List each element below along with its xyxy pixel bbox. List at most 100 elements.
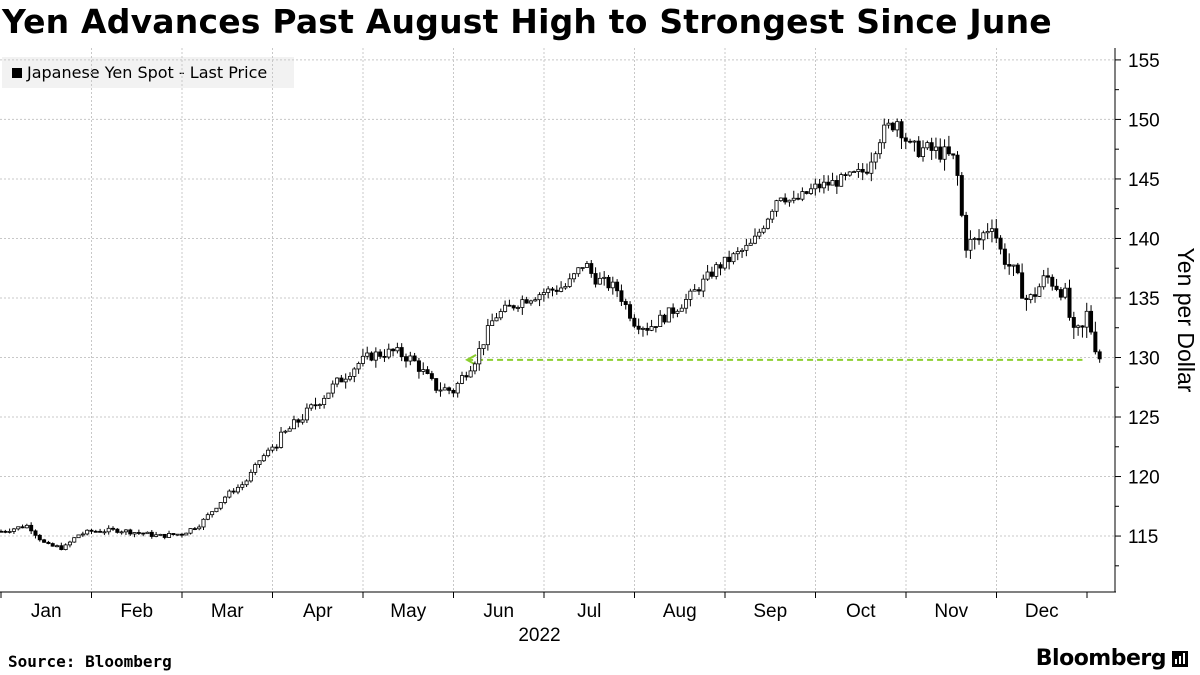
candle-body <box>395 347 400 352</box>
candle-body <box>167 533 172 538</box>
candle-body <box>412 355 417 362</box>
candle-body <box>977 238 982 241</box>
candle-body <box>877 142 882 155</box>
y-tick-label: 135 <box>1128 289 1160 310</box>
candle-body <box>1045 275 1050 278</box>
x-tick-label: Jun <box>483 601 514 622</box>
candle-body <box>752 235 757 244</box>
candle-body <box>373 351 378 361</box>
candle-body <box>636 325 641 330</box>
candle-body <box>1024 297 1029 300</box>
brand-wordmark: Bloomberg <box>1035 646 1167 671</box>
candle-body <box>873 153 878 163</box>
candle-body <box>309 404 314 409</box>
candle-body <box>619 290 624 302</box>
candle-body <box>1033 294 1038 297</box>
candle-body <box>59 545 64 550</box>
y-tick-label: 120 <box>1128 468 1160 489</box>
candle-body <box>240 484 245 488</box>
candle-body <box>485 325 490 346</box>
candle-body <box>270 446 275 451</box>
candle-body <box>791 197 796 201</box>
y-tick-label: 125 <box>1128 408 1160 429</box>
candle-body <box>248 471 253 482</box>
candle-body <box>223 496 228 503</box>
candle-body <box>1071 317 1076 328</box>
candle-body <box>593 273 598 285</box>
candle-body <box>455 383 460 394</box>
candle-body <box>989 228 994 232</box>
candle-body <box>42 539 47 543</box>
candle-body <box>860 168 865 173</box>
candle-body <box>1058 289 1063 298</box>
candle-body <box>770 210 775 220</box>
candle-body <box>141 532 146 535</box>
candle-body <box>994 228 999 239</box>
candle-body <box>847 171 852 176</box>
candle-body <box>322 397 327 405</box>
candle-body <box>378 351 383 357</box>
candle-body <box>628 304 633 319</box>
candle-body <box>684 299 689 309</box>
candle-body <box>490 320 495 326</box>
candle-body <box>701 278 706 292</box>
chart-legend: Japanese Yen Spot - Last Price <box>2 57 294 88</box>
candle-body <box>955 154 960 176</box>
candle-body <box>516 307 521 309</box>
candle-body <box>3 530 8 533</box>
y-tick-label: 150 <box>1128 110 1160 131</box>
candle-body <box>408 355 413 362</box>
candle-body <box>748 242 753 246</box>
axes <box>0 48 1121 598</box>
candle-body <box>391 348 396 352</box>
candle-body <box>709 271 714 277</box>
candle-body <box>537 294 542 301</box>
candle-body <box>632 317 637 327</box>
candle-body <box>154 534 159 537</box>
candle-body <box>942 146 947 160</box>
candle-body <box>865 171 870 174</box>
candle-body <box>136 532 141 534</box>
candle-body <box>175 533 180 536</box>
candle-body <box>438 389 443 392</box>
candle-body <box>50 543 55 547</box>
candle-body <box>640 327 645 330</box>
x-axis-label: 2022 <box>518 625 560 646</box>
candle-body <box>808 188 813 194</box>
candle-body <box>615 281 620 292</box>
candle-body <box>365 352 370 357</box>
candle-body <box>76 534 81 539</box>
candle-body <box>257 460 262 466</box>
candle-body <box>520 299 525 308</box>
candle-body <box>442 387 447 391</box>
candle-body <box>1054 285 1059 290</box>
candle-body <box>972 238 977 240</box>
candle-body <box>658 314 663 327</box>
candle-body <box>546 288 551 293</box>
candle-body <box>869 161 874 174</box>
candle-body <box>528 300 533 304</box>
candle-body <box>287 428 292 432</box>
candle-body <box>813 183 818 190</box>
candle-body <box>774 200 779 212</box>
candle-body <box>67 541 72 546</box>
candle-body <box>740 249 745 252</box>
candle-body <box>20 526 25 529</box>
candle-body <box>317 404 322 406</box>
candle-body <box>300 419 305 423</box>
candle-body <box>563 286 568 289</box>
legend-label: Japanese Yen Spot - Last Price <box>27 63 268 82</box>
candle-body <box>692 289 697 292</box>
candle-body <box>24 524 29 529</box>
candle-body <box>826 181 831 186</box>
candle-body <box>722 256 727 269</box>
candle-body <box>1063 287 1068 298</box>
bloomberg-logo-icon <box>1172 650 1188 667</box>
candle-body <box>347 376 352 380</box>
candle-body <box>968 238 973 251</box>
candle-body <box>852 171 857 173</box>
candle-body <box>912 140 917 143</box>
candle-body <box>735 251 740 255</box>
candle-body <box>933 146 938 151</box>
candle-body <box>106 527 111 533</box>
